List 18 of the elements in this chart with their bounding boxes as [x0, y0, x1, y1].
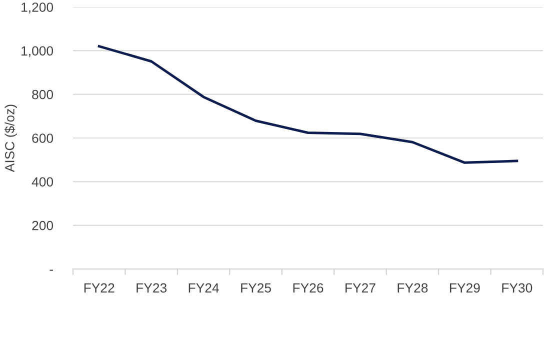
x-tick-label: FY25 — [241, 283, 271, 293]
y-tick-label: 800 — [32, 90, 54, 100]
x-tick-label: FY28 — [398, 283, 428, 293]
y-tick-label: 200 — [32, 220, 54, 230]
x-tick-label: FY23 — [136, 283, 167, 293]
x-tick-label: FY29 — [450, 283, 480, 293]
y-tick-label: 1,200 — [22, 2, 54, 14]
y-tick-label: 400 — [32, 177, 54, 187]
y-tick-label: 600 — [32, 134, 54, 143]
y-tick-label: - — [50, 270, 53, 271]
x-tick-label: FY30 — [502, 283, 532, 293]
y-axis-title: AISC ($/oz) — [4, 104, 17, 172]
x-tick-label: FY26 — [293, 283, 324, 293]
x-tick-label: FY27 — [346, 283, 376, 292]
x-tick-label: FY22 — [84, 283, 114, 292]
x-tick-label: FY24 — [188, 283, 219, 292]
line-series — [98, 45, 518, 164]
y-tick-label: 1,000 — [22, 46, 54, 58]
